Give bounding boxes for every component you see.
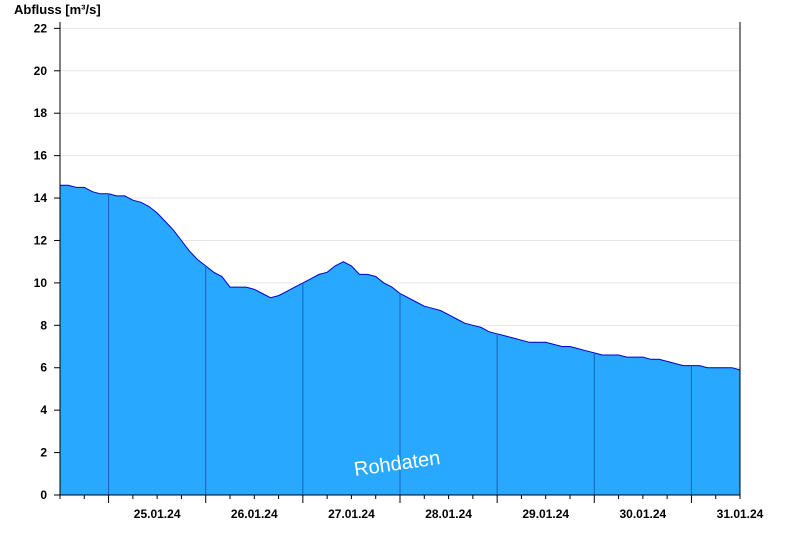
x-tick-label: 29.01.24: [522, 507, 569, 521]
x-tick-label: 30.01.24: [619, 507, 666, 521]
x-tick-label: 28.01.24: [425, 507, 472, 521]
y-tick-label: 14: [34, 191, 48, 205]
day-separators: [108, 193, 692, 495]
x-tick-label: 31.01.24: [717, 507, 764, 521]
y-tick-label: 18: [34, 106, 48, 120]
y-tick-label: 8: [40, 318, 47, 332]
y-ticks: 0 2 4 6 8 10 12 14 16 18 20 22: [34, 21, 60, 502]
x-ticks: 25.01.24 26.01.24 27.01.24 28.01.24 29.01.24…: [59, 495, 764, 521]
y-tick-label: 12: [34, 233, 48, 247]
y-tick-label: 10: [34, 276, 48, 290]
y-tick-label: 6: [40, 361, 47, 375]
y-tick-label: 16: [34, 149, 48, 163]
x-tick-label: 27.01.24: [328, 507, 375, 521]
x-tick-label: 25.01.24: [134, 507, 181, 521]
y-tick-label: 20: [34, 64, 48, 78]
x-tick-label: 26.01.24: [231, 507, 278, 521]
y-axis-label: Abfluss [m³/s]: [14, 2, 101, 17]
y-tick-label: 0: [40, 488, 47, 502]
y-tick-label: 22: [34, 21, 48, 35]
y-tick-label: 4: [40, 403, 47, 417]
y-tick-label: 2: [40, 446, 47, 460]
